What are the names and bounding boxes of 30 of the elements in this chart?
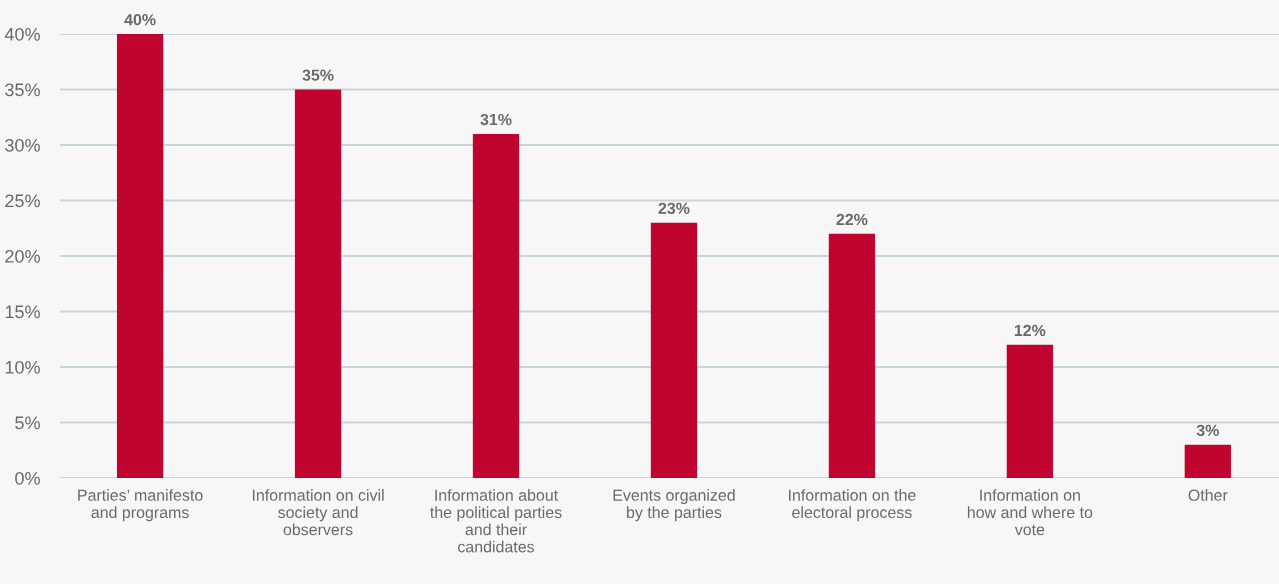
x-tick-label: Parties’ manifesto and programs (78, 489, 203, 522)
data-label: 31% (480, 113, 512, 126)
y-tick-label: 10% (5, 360, 40, 374)
y-tick-label: 20% (5, 249, 40, 263)
x-tick-label: Information on the electoral process (789, 489, 916, 522)
y-tick-label: 35% (5, 83, 40, 97)
y-tick-label: 30% (5, 138, 40, 152)
data-label: 40% (124, 13, 156, 26)
x-tick-label: Information about the political parties and their candidates (430, 489, 562, 553)
bar (828, 233, 876, 478)
y-tick-label: 0% (15, 471, 40, 485)
y-tick-label: 40% (4, 27, 40, 41)
y-tick-label: 15% (5, 305, 40, 319)
bar (1006, 344, 1053, 478)
bar (116, 34, 164, 478)
data-label: 23% (658, 202, 690, 215)
y-tick-label: 5% (15, 416, 40, 430)
x-tick-label: Information on how and where to vote (967, 489, 1093, 536)
bar (294, 89, 342, 478)
data-label: 22% (836, 213, 868, 226)
y-tick-label: 25% (5, 194, 40, 208)
x-tick-label: Information on civil society and observers (252, 489, 384, 536)
bar (650, 222, 698, 478)
data-label: 35% (302, 69, 334, 81)
data-label: 12% (1014, 324, 1046, 337)
bar (1184, 444, 1231, 478)
bar (472, 133, 520, 478)
x-tick-label: Other (1188, 489, 1228, 501)
x-tick-label: Events organized by the parties (613, 489, 735, 522)
data-label: 3% (1196, 424, 1219, 437)
